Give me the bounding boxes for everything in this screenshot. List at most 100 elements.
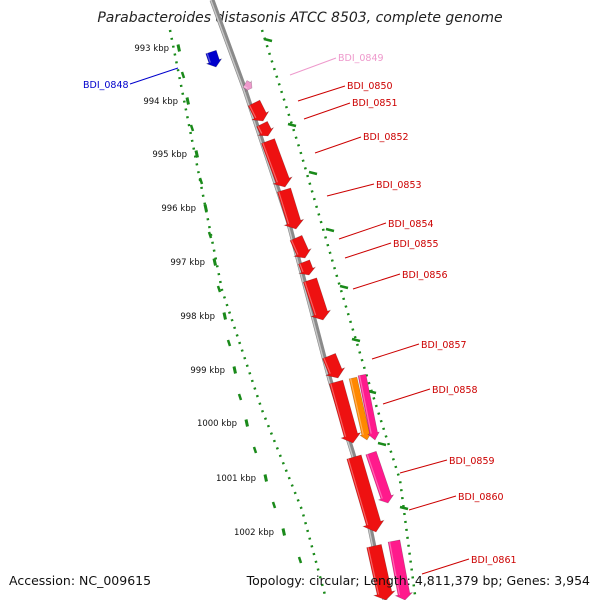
- outer-dotted-track: [260, 29, 417, 596]
- gene-BDI_0861: [366, 544, 396, 600]
- gene-BDI_0856: [302, 277, 332, 321]
- scale-dotted-track: [168, 29, 327, 596]
- scale-minor-tick: [252, 446, 258, 454]
- gene-BDI_0858: [328, 379, 362, 444]
- outer-track-dash: [339, 284, 349, 290]
- gene-BDI_0855: [297, 259, 317, 276]
- gene-pink-0861b-highlight: [388, 541, 401, 596]
- topology-text: Topology: circular; Length: 4,811,379 bp…: [246, 573, 590, 588]
- gene-label-leader: [382, 388, 431, 405]
- scale-tick-label: 999 kbp: [190, 366, 225, 376]
- gene-pink-0858c-highlight: [358, 375, 372, 434]
- gene-label-BDI_0860: BDI_0860: [458, 492, 504, 503]
- gene-label-leader: [399, 459, 448, 474]
- scale-minor-tick: [297, 556, 303, 564]
- scale-minor-tick: [198, 177, 204, 185]
- scale-minor-tick: [237, 393, 243, 401]
- scale-tick: [281, 528, 286, 536]
- scale-minor-tick: [216, 285, 222, 293]
- scale-tick: [194, 150, 199, 158]
- scale-minor-tick: [180, 71, 186, 79]
- gene-BDI_0848: [205, 49, 223, 68]
- gene-BDI_0859-highlight: [366, 454, 383, 499]
- gene-BDI_0859: [365, 450, 395, 504]
- gene-BDI_0855-highlight: [299, 263, 304, 273]
- gene-BDI_0849: [242, 80, 253, 92]
- gene-pink-0858c: [357, 373, 380, 441]
- gene-label-leader: [352, 273, 401, 290]
- gene-BDI_0852: [261, 138, 293, 188]
- scale-tick: [185, 97, 190, 105]
- gene-BDI_0857: [322, 352, 346, 379]
- scale-tick: [232, 366, 237, 374]
- gene-label-BDI_0857: BDI_0857: [421, 340, 467, 351]
- scale-tick-label: 1002 kbp: [234, 528, 274, 538]
- genome-title: Parabacteroides distasonis ATCC 8503, co…: [97, 10, 503, 26]
- gene-BDI_0861-highlight: [367, 547, 380, 595]
- gene-BDI_0854: [289, 234, 312, 259]
- gene-BDI_0850-highlight: [248, 104, 257, 119]
- gene-label-BDI_0856: BDI_0856: [402, 270, 448, 281]
- gene-BDI_0853: [276, 187, 305, 230]
- gene-BDI_0854-highlight: [290, 239, 299, 255]
- gene-label-BDI_0861: BDI_0861: [471, 555, 517, 566]
- scale-minor-tick: [207, 231, 213, 239]
- gene-BDI_0851-highlight: [257, 125, 263, 134]
- outer-track-dash: [308, 170, 318, 176]
- gene-BDI_0857-highlight: [323, 357, 331, 374]
- scale-tick-label: 994 kbp: [143, 97, 178, 107]
- gene-BDI_0848-highlight: [206, 53, 211, 63]
- gene-orange-0858b: [348, 376, 372, 441]
- scale-tick-label: 1001 kbp: [216, 474, 256, 484]
- outer-track-dash: [351, 337, 361, 343]
- scale-minor-tick: [189, 124, 195, 132]
- gene-label-leader: [303, 102, 351, 120]
- scale-minor-tick: [271, 501, 277, 509]
- gene-label-BDI_0850: BDI_0850: [347, 81, 393, 92]
- scale-minor-tick: [226, 339, 232, 347]
- gene-orange-0858b-highlight: [349, 378, 364, 435]
- outer-track-dash: [399, 505, 409, 511]
- accession-text: Accession: NC_009615: [9, 573, 152, 588]
- scale-tick: [203, 204, 208, 212]
- gene-label-BDI_0849: BDI_0849: [338, 53, 384, 64]
- scale-tick: [212, 258, 217, 266]
- gene-label-BDI_0848: BDI_0848: [83, 80, 129, 91]
- gene-label-BDI_0855: BDI_0855: [393, 239, 439, 250]
- gene-label-BDI_0858: BDI_0858: [432, 385, 478, 396]
- scale-tick-label: 997 kbp: [170, 258, 205, 268]
- gene-label-leader: [129, 67, 179, 85]
- gene-BDI_0860-highlight: [347, 458, 369, 526]
- gene-BDI_0849-highlight: [243, 85, 248, 89]
- gene-label-BDI_0859: BDI_0859: [449, 456, 495, 467]
- scale-tick-label: 1000 kbp: [197, 419, 237, 429]
- gene-label-BDI_0851: BDI_0851: [352, 98, 398, 109]
- gene-BDI_0860: [346, 454, 385, 533]
- scale-tick: [176, 44, 181, 52]
- gene-pink-0861b: [387, 539, 414, 600]
- gene-label-leader: [326, 183, 375, 197]
- gene-label-BDI_0853: BDI_0853: [376, 180, 422, 191]
- scale-tick-label: 998 kbp: [180, 312, 215, 322]
- outer-track-dash: [287, 122, 297, 128]
- gene-label-leader: [371, 343, 420, 360]
- scale-tick: [263, 474, 268, 482]
- gene-label-BDI_0854: BDI_0854: [388, 219, 434, 230]
- gene-BDI_0856-highlight: [304, 281, 317, 316]
- gene-label-leader: [421, 558, 470, 575]
- outer-track-dash: [377, 441, 387, 447]
- gene-label-leader: [344, 242, 392, 259]
- gene-label-leader: [297, 85, 346, 102]
- scale-tick-label: 995 kbp: [152, 150, 187, 160]
- scale-tick-label: 993 kbp: [134, 44, 169, 54]
- gene-label-leader: [408, 495, 457, 511]
- scale-tick-label: 996 kbp: [161, 204, 196, 214]
- gene-BDI_0852-highlight: [262, 142, 278, 183]
- scale-tick: [222, 312, 227, 320]
- gene-BDI_0858-highlight: [330, 383, 347, 437]
- gene-BDI_0850: [247, 99, 270, 122]
- gene-BDI_0851: [256, 120, 275, 137]
- gene-label-leader: [314, 136, 362, 154]
